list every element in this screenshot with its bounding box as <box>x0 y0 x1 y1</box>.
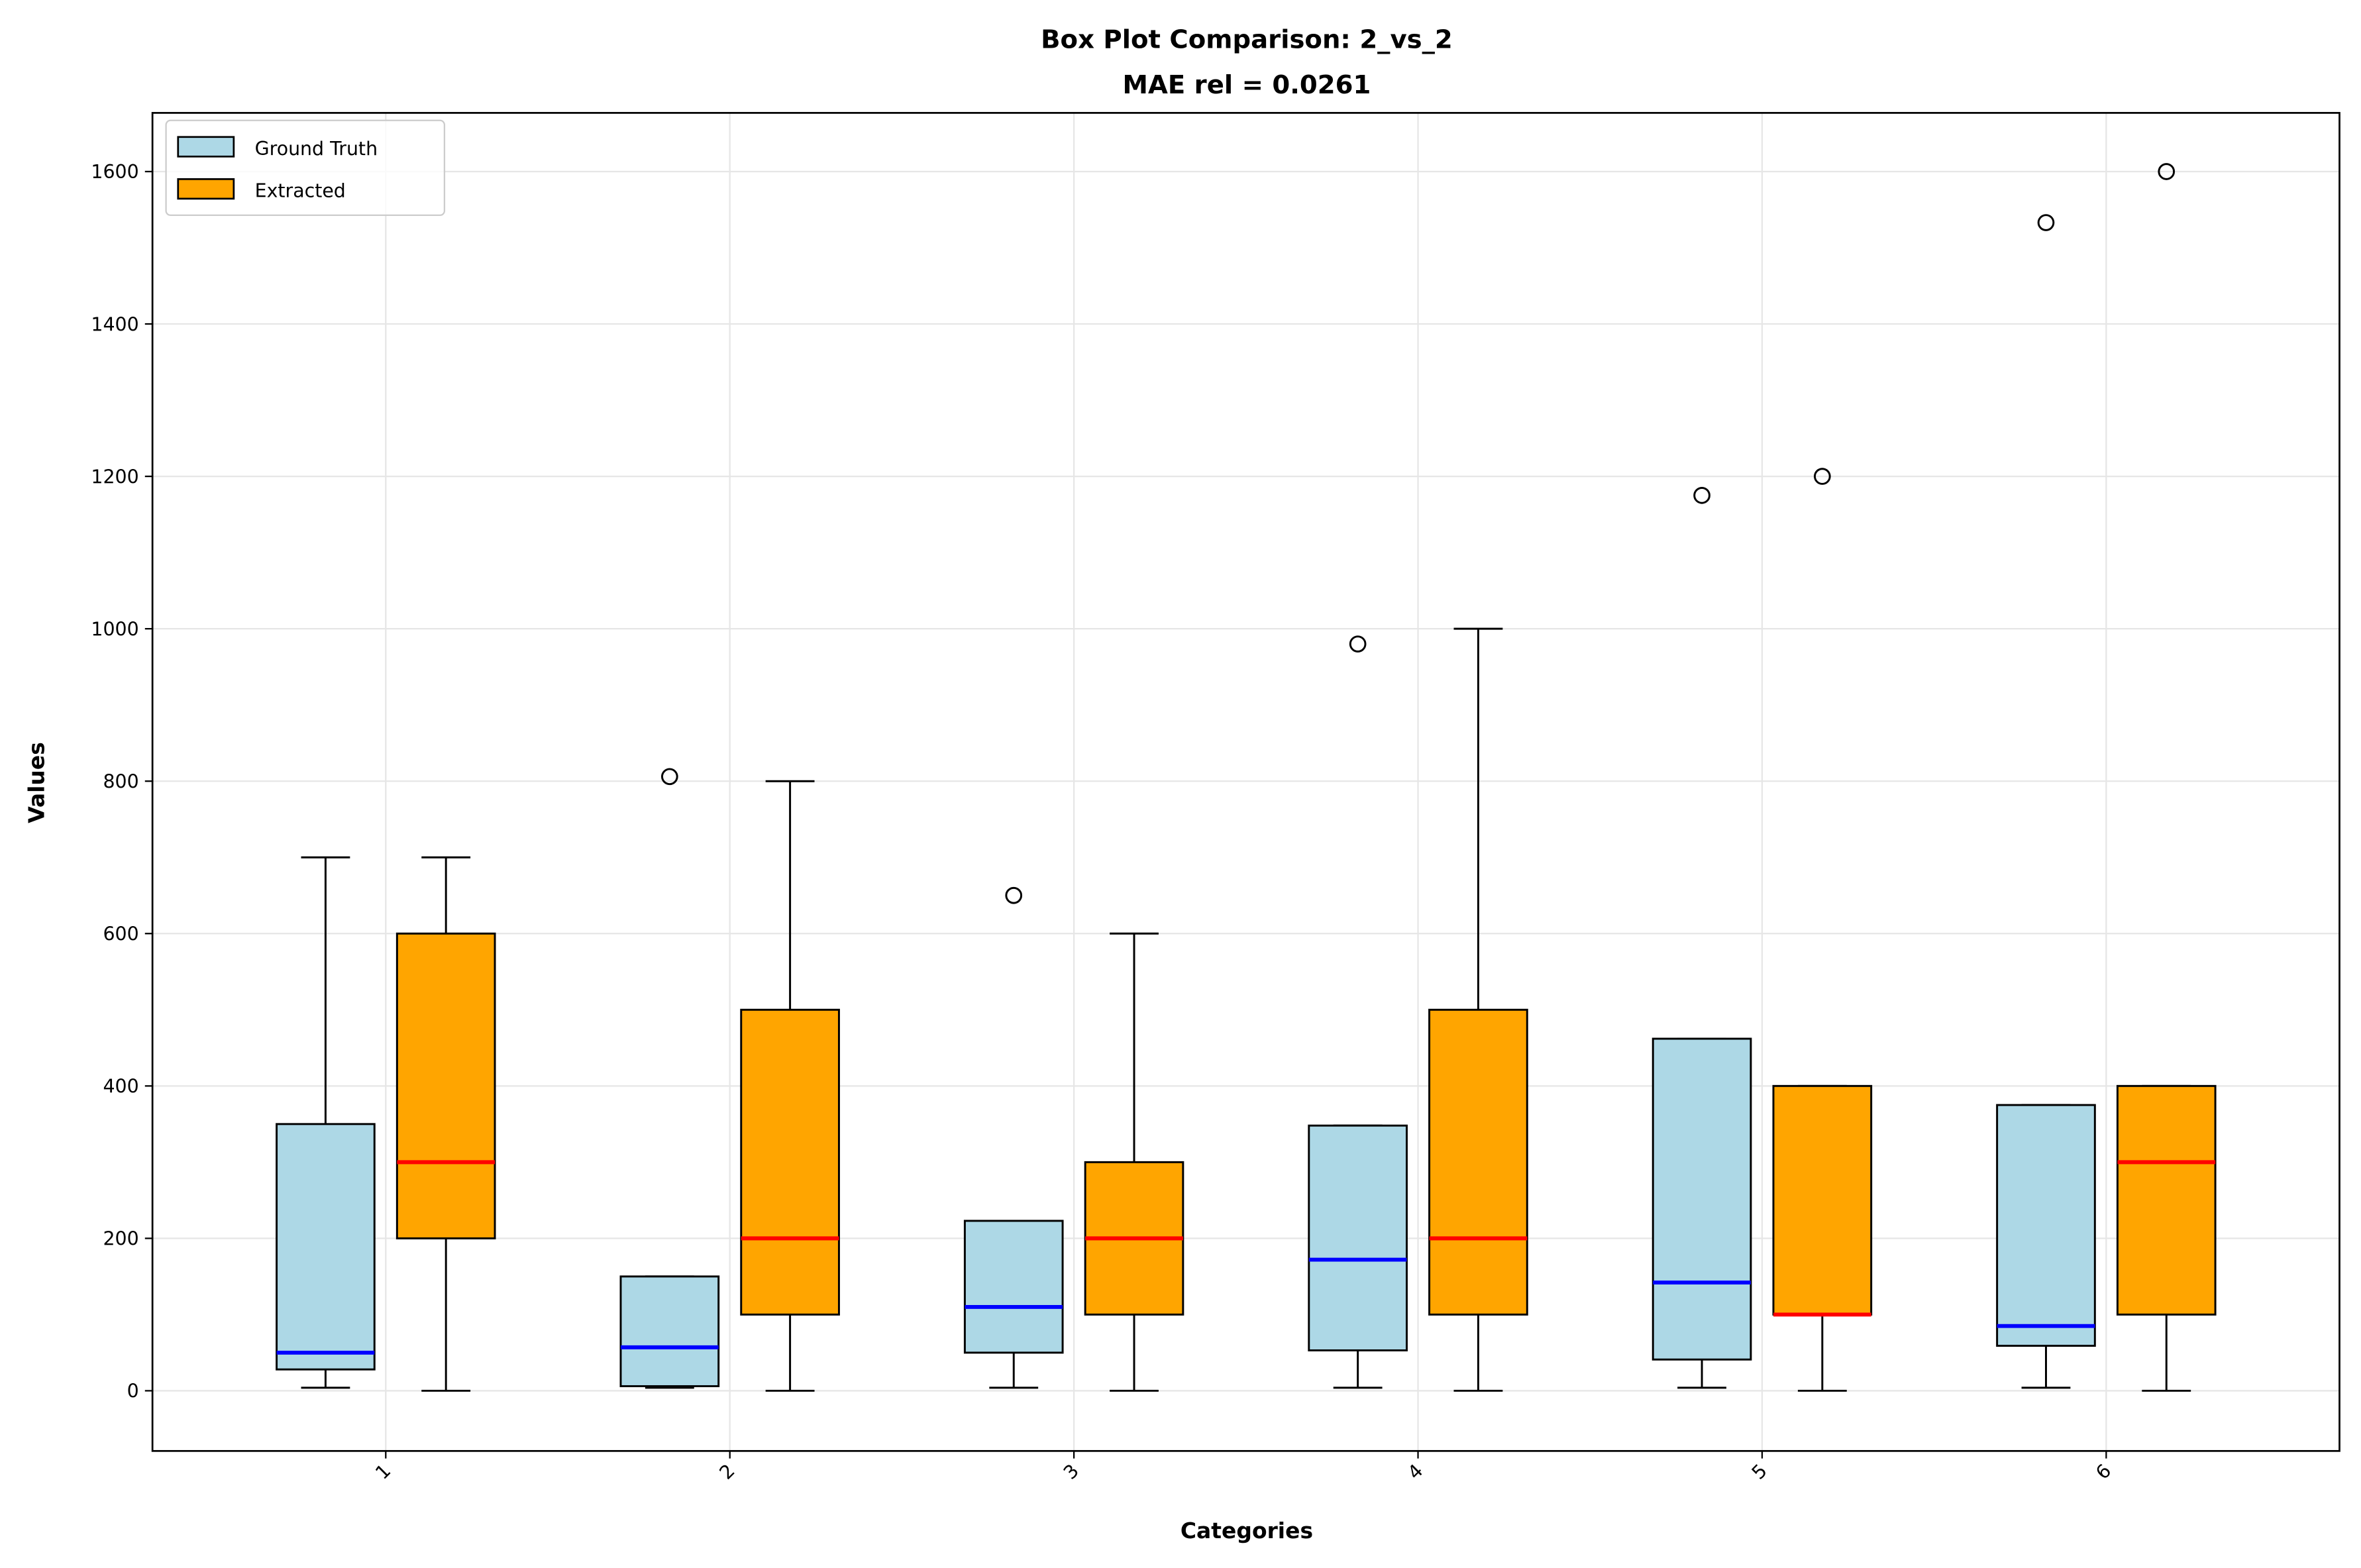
box <box>1996 1104 2096 1347</box>
box-group <box>1084 932 1184 1392</box>
box-group <box>1428 627 1528 1392</box>
legend-swatch <box>177 178 235 200</box>
outlier <box>660 768 678 786</box>
chart-title: Box Plot Comparison: 2_vs_2 <box>1041 25 1453 55</box>
y-tick-label: 1000 <box>91 618 138 640</box>
outlier <box>1349 635 1367 653</box>
y-tick-label: 400 <box>103 1076 138 1098</box>
legend-swatch <box>177 136 235 158</box>
box <box>1772 1084 1873 1316</box>
outlier <box>2037 214 2055 231</box>
box <box>276 1123 376 1371</box>
legend-label: Ground Truth <box>255 138 378 160</box>
box <box>1428 1008 1528 1316</box>
y-tick-label: 800 <box>103 770 138 792</box>
chart-subtitle: MAE rel = 0.0261 <box>1123 70 1371 100</box>
box <box>619 1275 720 1388</box>
x-axis-label: Categories <box>1180 1518 1313 1543</box>
y-axis-label: Values <box>24 742 50 823</box>
outlier <box>1005 886 1023 904</box>
outlier <box>2158 163 2176 180</box>
box-group <box>276 856 376 1389</box>
y-tick-label: 600 <box>103 923 138 945</box>
y-tick-label: 1600 <box>91 161 138 183</box>
box-group <box>963 886 1064 1389</box>
box-group <box>619 768 720 1389</box>
box-group <box>1996 214 2096 1389</box>
box-group <box>740 780 840 1392</box>
y-tick-label: 0 <box>127 1381 139 1402</box>
box <box>740 1008 840 1316</box>
legend-label: Extracted <box>255 180 346 202</box>
box-group <box>395 856 496 1392</box>
y-tick-label: 1200 <box>91 466 138 488</box>
legend-frame <box>165 119 446 217</box>
box <box>395 932 496 1239</box>
outlier <box>1693 487 1710 504</box>
box <box>963 1220 1064 1354</box>
box-group <box>2116 163 2217 1392</box>
box-group <box>1772 468 1873 1392</box>
y-tick-label: 200 <box>103 1228 138 1250</box>
plot-frame <box>151 112 2340 1452</box>
box <box>1308 1124 1408 1351</box>
legend: Ground Truth Extracted <box>165 119 446 217</box>
box <box>2116 1084 2217 1316</box>
outlier <box>1814 468 1831 485</box>
box-group <box>1308 635 1408 1389</box>
box-group <box>1652 487 1752 1389</box>
y-tick-label: 1400 <box>91 313 138 335</box>
box <box>1652 1037 1752 1361</box>
